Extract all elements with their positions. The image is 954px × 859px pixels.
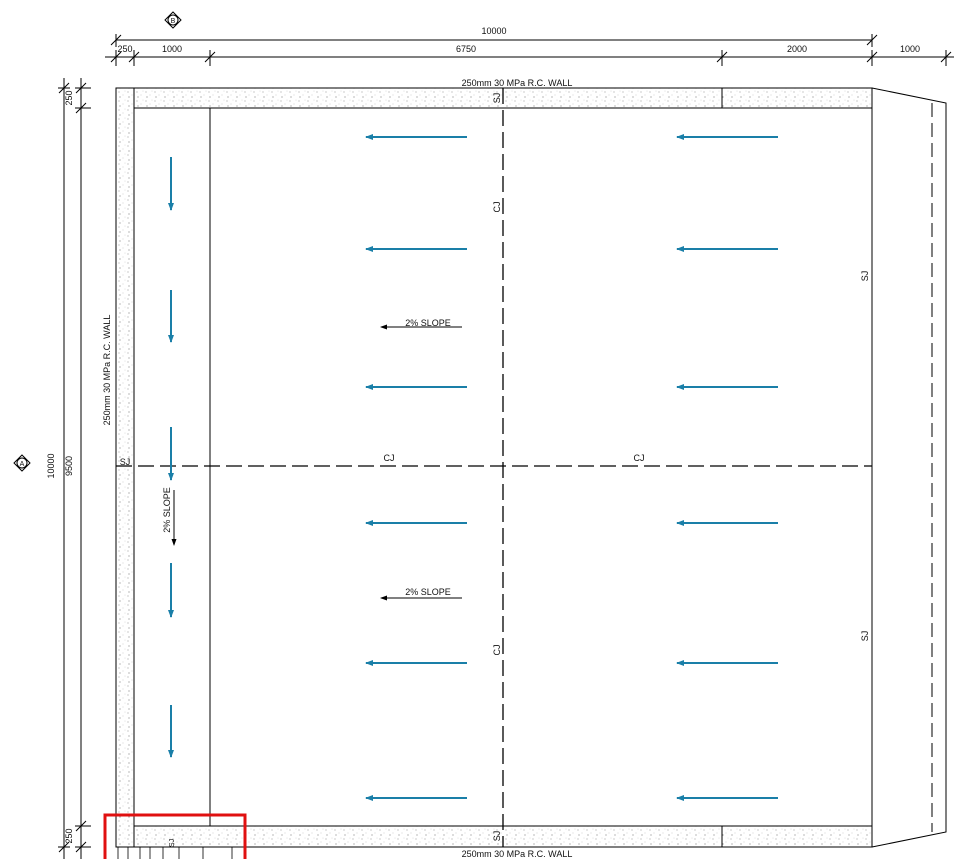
- left-wall: [116, 88, 134, 847]
- page: {"markers": {"top": "B", "left": "A"}, "…: [0, 0, 954, 859]
- grid-marker-label: B: [171, 18, 176, 25]
- dimension-label: 10000: [481, 26, 506, 36]
- detail-box: [118, 847, 128, 859]
- dimension-label: 250: [64, 828, 74, 843]
- ramp-outline: [872, 88, 946, 847]
- wall-label: 250mm 30 MPa R.C. WALL: [462, 78, 573, 88]
- joint-label: SJ: [492, 831, 502, 842]
- wall-label: 250mm 30 MPa R.C. WALL: [462, 849, 573, 859]
- joint-label: CJ: [384, 453, 395, 463]
- wall-label: 250mm 30 MPa R.C. WALL: [102, 315, 112, 426]
- slope-label: 2% SLOPE: [162, 487, 172, 533]
- joint-label: SJ: [492, 93, 502, 104]
- joint-label: SJ: [169, 839, 176, 847]
- grid-marker-label: A: [20, 461, 25, 468]
- joint-label: SJ: [860, 271, 870, 282]
- dimension-label: 1000: [162, 44, 182, 54]
- joint-label: SJ: [860, 631, 870, 642]
- detail-box: [163, 847, 179, 859]
- dimension-label: 2000: [787, 44, 807, 54]
- slope-label: 2% SLOPE: [405, 587, 451, 597]
- joint-label: CJ: [492, 202, 502, 213]
- joint-label: SJ: [120, 457, 131, 467]
- dimension-label: 9500: [64, 456, 74, 476]
- dimension-label: 6750: [456, 44, 476, 54]
- dimension-label: 250: [117, 44, 132, 54]
- drawing: 10000 250 1000 6750 2000 1000 10000 250 9500 250 B…: [0, 0, 954, 859]
- joint-label: CJ: [492, 645, 502, 656]
- dimension-label: 250: [64, 90, 74, 105]
- dimension-label: 1000: [900, 44, 920, 54]
- detail-box: [140, 847, 150, 859]
- joint-label: CJ: [634, 453, 645, 463]
- dimension-label: 10000: [46, 453, 56, 478]
- detail-box: [203, 847, 232, 859]
